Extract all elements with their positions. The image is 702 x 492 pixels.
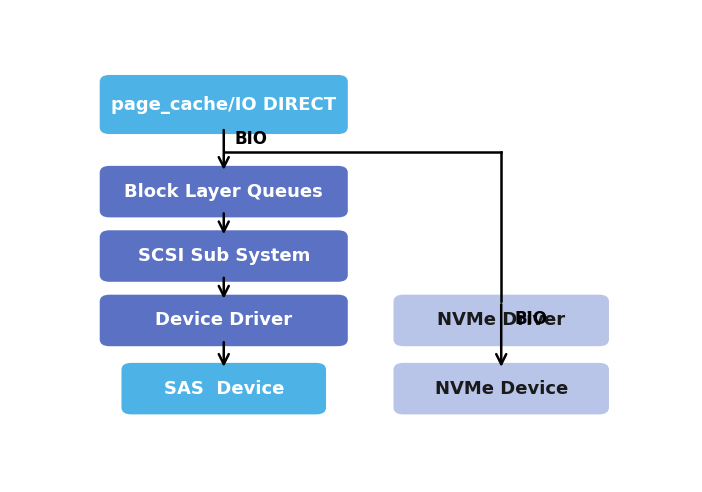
- Text: BIO: BIO: [515, 310, 548, 328]
- FancyBboxPatch shape: [100, 230, 347, 282]
- FancyBboxPatch shape: [394, 363, 609, 414]
- Text: SCSI Sub System: SCSI Sub System: [138, 247, 310, 265]
- FancyBboxPatch shape: [121, 363, 326, 414]
- Text: Device Driver: Device Driver: [155, 311, 292, 330]
- Text: NVMe Device: NVMe Device: [435, 380, 568, 398]
- FancyBboxPatch shape: [100, 295, 347, 346]
- FancyBboxPatch shape: [100, 75, 347, 134]
- Text: page_cache/IO DIRECT: page_cache/IO DIRECT: [111, 95, 336, 114]
- Text: NVMe Driver: NVMe Driver: [437, 311, 565, 330]
- FancyBboxPatch shape: [394, 295, 609, 346]
- Text: BIO: BIO: [234, 130, 267, 148]
- Text: Block Layer Queues: Block Layer Queues: [124, 183, 323, 201]
- FancyBboxPatch shape: [100, 166, 347, 217]
- Text: SAS  Device: SAS Device: [164, 380, 284, 398]
